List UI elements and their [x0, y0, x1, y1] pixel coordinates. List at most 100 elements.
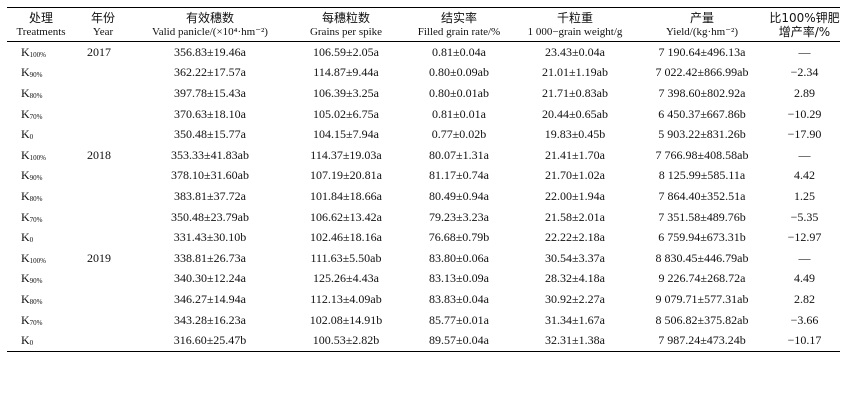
filled-grain-rate-cell: 0.81±0.01a: [432, 106, 486, 121]
table-row: K70% 370.63±18.10a 105.02±6.75a 0.81±0.01a 2…: [7, 104, 840, 125]
treatment-level: 100%: [29, 153, 47, 162]
treatment-cell: K70%: [7, 310, 75, 331]
table-row: K100% 2017 356.83±19.46a 106.59±2.05a 0.81±0…: [7, 42, 840, 63]
treatment-symbol: K: [21, 333, 30, 348]
table-row: K80% 346.27±14.94a 112.13±4.09ab 83.83±0.04…: [7, 289, 840, 310]
filled-grain-rate-cell: 89.57±0.04a: [429, 333, 489, 348]
increase-rate-cell: 2.82: [794, 291, 815, 306]
header-zh-label: 千粒重: [556, 10, 593, 25]
table-body: K100% 2017 356.83±19.46a 106.59±2.05a 0.81±0…: [7, 42, 840, 352]
grain-weight-cell: 31.34±1.67a: [545, 312, 605, 327]
yield-cell: 7 351.58±489.76b: [658, 209, 746, 224]
filled-grain-rate-cell: 0.80±0.09ab: [429, 65, 489, 80]
grains-per-spike-cell: 105.02±6.75a: [313, 106, 379, 121]
valid-panicle-cell: 397.78±15.43a: [174, 85, 246, 100]
increase-rate-cell: 4.42: [794, 168, 815, 183]
grain-weight-cell: 30.54±3.37a: [545, 250, 605, 265]
treatment-symbol: K: [21, 147, 30, 162]
year-cell: [75, 207, 131, 228]
year-cell: [75, 269, 131, 290]
header-zh-label: 有效穗数: [185, 10, 234, 25]
treatment-level: 100%: [29, 256, 47, 265]
treatment-level: 70%: [29, 215, 43, 224]
grain-weight-cell: 21.70±1.02a: [545, 168, 605, 183]
treatment-cell: K90%: [7, 63, 75, 84]
year-cell: [75, 186, 131, 207]
filled-grain-rate-cell: 83.80±0.06a: [429, 250, 489, 265]
treatment-level: 70%: [29, 318, 43, 327]
valid-panicle-cell: 346.27±14.94a: [174, 291, 246, 306]
treatment-level: 90%: [29, 277, 43, 286]
yield-cell: 7 398.60±802.92a: [658, 85, 746, 100]
header-en-label: Treatments: [16, 25, 66, 38]
grain-weight-cell: 23.43±0.04a: [545, 44, 605, 59]
year-cell: [75, 289, 131, 310]
grain-weight-cell: 22.00±1.94a: [545, 188, 605, 203]
treatment-level: 90%: [29, 174, 43, 183]
table-row: K90% 362.22±17.57a 114.87±9.44a 0.80±0.09ab…: [7, 63, 840, 84]
year-cell: [75, 124, 131, 145]
valid-panicle-cell: 383.81±37.72a: [174, 188, 246, 203]
filled-grain-rate-cell: 79.23±3.23a: [429, 209, 489, 224]
filled-grain-rate-cell: 81.17±0.74a: [429, 168, 489, 183]
increase-rate-cell: −17.90: [787, 127, 822, 142]
valid-panicle-cell: 340.30±12.24a: [174, 271, 246, 286]
table-row: K100% 2018 353.33±41.83ab 114.37±19.03a 80.0…: [7, 145, 840, 166]
valid-panicle-cell: 350.48±23.79ab: [171, 209, 249, 224]
year-cell: [75, 166, 131, 187]
treatment-level: 80%: [29, 297, 43, 306]
treatment-level: 100%: [29, 50, 47, 59]
valid-panicle-cell: 370.63±18.10a: [174, 106, 246, 121]
grain-weight-cell: 21.41±1.70a: [545, 147, 605, 162]
filled-grain-rate-cell: 80.07±1.31a: [429, 147, 489, 162]
treatment-level: 0: [29, 133, 34, 142]
year-cell: [75, 310, 131, 331]
treatment-cell: K0: [7, 330, 75, 351]
treatment-symbol: K: [21, 65, 30, 80]
yield-cell: 6 450.37±667.86b: [658, 106, 746, 121]
increase-rate-cell: 2.89: [794, 85, 815, 100]
header-zh-label: 比100%钾肥: [769, 10, 840, 25]
table-row: K80% 397.78±15.43a 106.39±3.25a 0.80±0.01ab…: [7, 83, 840, 104]
grains-per-spike-cell: 106.59±2.05a: [313, 44, 379, 59]
header-increase-rate: 比100%钾肥 增产率/%: [769, 7, 840, 42]
valid-panicle-cell: 356.83±19.46a: [174, 44, 246, 59]
grain-weight-cell: 32.31±1.38a: [545, 333, 605, 348]
filled-grain-rate-cell: 83.13±0.09a: [429, 271, 489, 286]
year-cell: 2019: [87, 250, 111, 265]
treatment-cell: K100%: [7, 145, 75, 166]
filled-grain-rate-cell: 0.77±0.02b: [431, 127, 487, 142]
treatment-cell: K70%: [7, 207, 75, 228]
valid-panicle-cell: 338.81±26.73a: [174, 250, 246, 265]
treatment-cell: K80%: [7, 83, 75, 104]
grains-per-spike-cell: 114.37±19.03a: [310, 147, 382, 162]
header-en-label: Year: [92, 25, 114, 38]
grains-per-spike-cell: 104.15±7.94a: [313, 127, 379, 142]
grains-per-spike-cell: 111.63±5.50ab: [310, 250, 382, 265]
filled-grain-rate-cell: 85.77±0.01a: [429, 312, 489, 327]
yield-cell: 7 766.98±408.58ab: [655, 147, 749, 162]
header-en-label: Valid panicle/(×10⁴·hm⁻²): [152, 25, 268, 38]
treatment-cell: K100%: [7, 248, 75, 269]
filled-grain-rate-cell: 76.68±0.79b: [428, 230, 490, 245]
treatment-symbol: K: [21, 250, 30, 265]
treatment-symbol: K: [21, 168, 30, 183]
header-grains-per-spike: 每穗粒数 Grains per spike: [289, 7, 403, 42]
table-row: K0 316.60±25.47b 100.53±2.82b 89.57±0.04a 32…: [7, 330, 840, 351]
grains-per-spike-cell: 102.08±14.91b: [309, 312, 383, 327]
valid-panicle-cell: 362.22±17.57a: [174, 65, 246, 80]
increase-rate-cell: 4.49: [794, 271, 815, 286]
increase-rate-cell: −5.35: [790, 209, 819, 224]
treatment-symbol: K: [21, 291, 30, 306]
header-en-label: 增产率/%: [778, 24, 831, 39]
increase-rate-cell: —: [798, 147, 811, 162]
increase-rate-cell: −2.34: [790, 65, 819, 80]
header-row: 处理 Treatments 年份 Year 有效穗数 Valid panicle/(×10…: [7, 7, 840, 42]
grains-per-spike-cell: 102.46±18.16a: [310, 230, 382, 245]
filled-grain-rate-cell: 83.83±0.04a: [429, 291, 489, 306]
treatment-cell: K70%: [7, 104, 75, 125]
table-row: K0 350.48±15.77a 104.15±7.94a 0.77±0.02b 19.…: [7, 124, 840, 145]
valid-panicle-cell: 353.33±41.83ab: [171, 147, 249, 162]
grains-per-spike-cell: 107.19±20.81a: [310, 168, 382, 183]
